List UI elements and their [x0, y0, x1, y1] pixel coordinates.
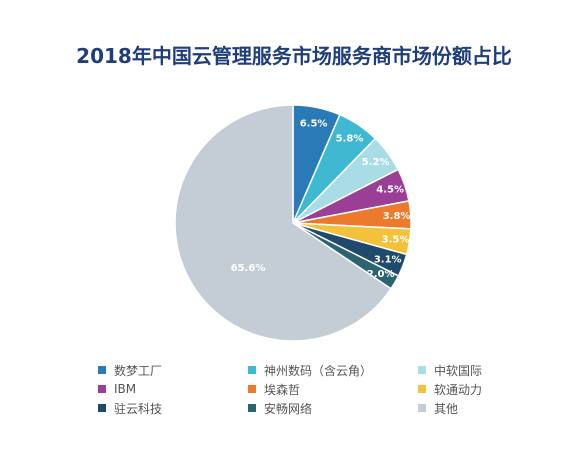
- slice-label: 5.2%: [362, 157, 390, 168]
- legend-item: 安畅网络: [248, 400, 312, 416]
- legend-swatch: [248, 404, 256, 412]
- legend-swatch: [418, 385, 426, 393]
- legend-swatch: [248, 385, 256, 393]
- legend-label: 安畅网络: [264, 401, 313, 416]
- slice-label: 2.0%: [367, 269, 395, 280]
- legend-item: 其他: [418, 400, 458, 416]
- pie-slice: [174, 104, 393, 342]
- legend-label: 神州数码（含云角）: [264, 363, 373, 378]
- slice-label: 3.5%: [382, 235, 410, 246]
- legend-item: 驻云科技: [98, 400, 162, 416]
- legend-item: 数梦工厂: [98, 362, 162, 378]
- slice-label: 3.1%: [374, 254, 402, 265]
- slice-label: 6.5%: [300, 119, 328, 130]
- legend-swatch: [418, 404, 426, 412]
- legend-item: 神州数码（含云角）: [248, 362, 372, 378]
- legend-swatch: [248, 366, 256, 374]
- slice-label: 4.5%: [376, 185, 404, 196]
- legend-label: 中软国际: [434, 363, 483, 378]
- legend-label: 其他: [434, 401, 459, 416]
- legend-item: 埃森哲: [248, 381, 300, 397]
- legend-swatch: [98, 385, 106, 393]
- legend-swatch: [98, 366, 106, 374]
- legend-label: 软通动力: [434, 382, 483, 397]
- slice-label: 65.6%: [231, 263, 266, 274]
- chart-title: 2018年中国云管理服务市场服务商市场份额占比: [76, 44, 512, 68]
- legend-item: 软通动力: [418, 381, 482, 397]
- legend-swatch: [98, 404, 106, 412]
- legend-label: 埃森哲: [264, 382, 301, 397]
- legend-item: 中软国际: [418, 362, 482, 378]
- legend-label: IBM: [114, 382, 137, 396]
- slice-label: 5.8%: [336, 134, 364, 145]
- legend-swatch: [418, 366, 426, 374]
- legend-label: 数梦工厂: [114, 363, 163, 378]
- slice-label: 3.8%: [383, 211, 411, 222]
- legend-label: 驻云科技: [114, 401, 163, 416]
- legend-item: IBM: [98, 381, 136, 397]
